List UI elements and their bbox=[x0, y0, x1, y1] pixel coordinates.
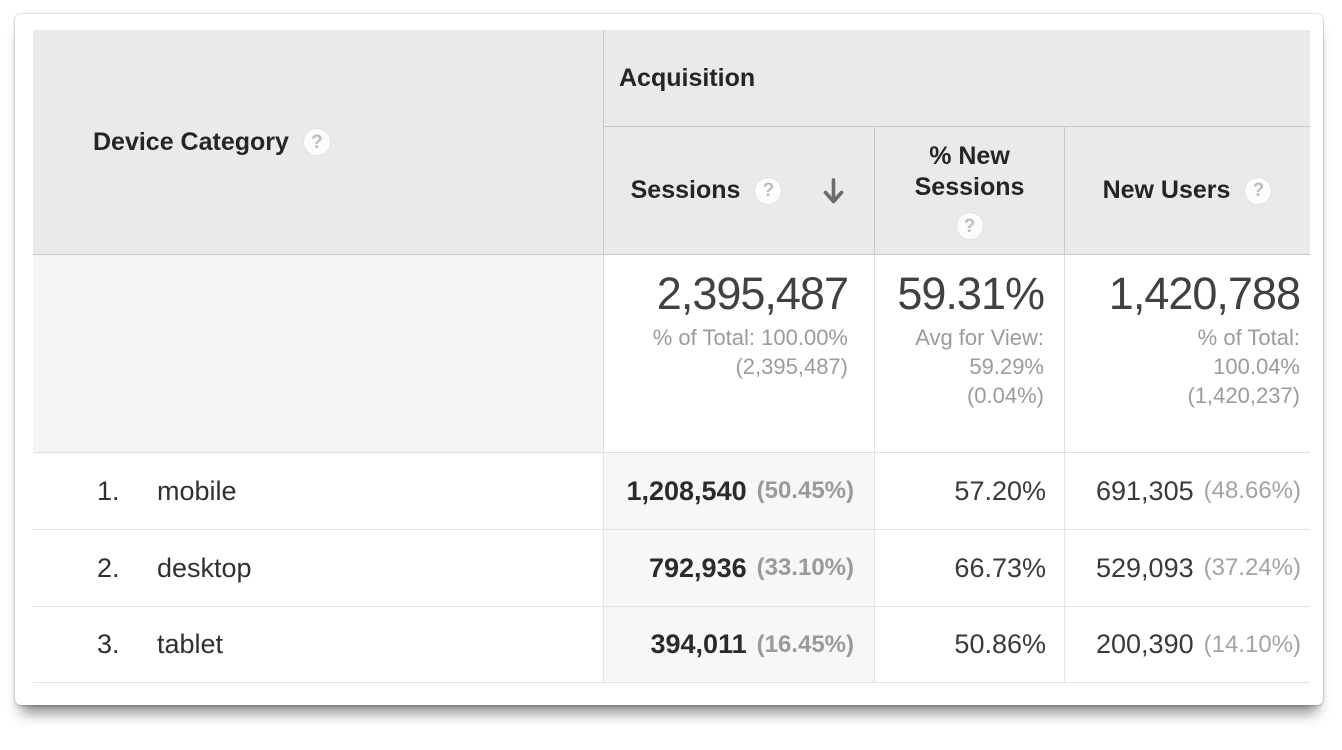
acquisition-label: Acquisition bbox=[619, 63, 756, 92]
sessions-share: (33.10%) bbox=[756, 554, 854, 581]
table-row-dimension: 3. tablet bbox=[33, 607, 604, 683]
sessions-total-note: % of Total: 100.00% (2,395,487) bbox=[652, 325, 848, 379]
new-users-value: 691,305 bbox=[1096, 475, 1194, 506]
row-sessions-cell: 394,011 (16.45%) bbox=[604, 607, 875, 683]
sessions-value: 394,011 bbox=[650, 629, 747, 659]
new-users-value: 529,093 bbox=[1096, 552, 1194, 583]
sessions-share: (16.45%) bbox=[756, 630, 854, 658]
percent-new-sessions-total-value: 59.31% bbox=[897, 268, 1045, 319]
row-label: desktop bbox=[157, 552, 252, 583]
percent-new-sessions-value: 57.20% bbox=[954, 475, 1046, 506]
row-rank: 1. bbox=[97, 475, 120, 506]
sessions-value: 792,936 bbox=[649, 552, 747, 583]
row-label: tablet bbox=[157, 629, 224, 659]
percent-new-sessions-total-note: Avg for View: 59.29% (0.04%) bbox=[915, 325, 1044, 408]
summary-sessions-cell: 2,395,487 % of Total: 100.00% (2,395,487… bbox=[604, 255, 875, 453]
sort-descending-icon[interactable] bbox=[820, 176, 847, 206]
new-users-share: (14.10%) bbox=[1203, 630, 1301, 658]
new-users-share: (48.66%) bbox=[1203, 477, 1301, 504]
row-rank: 2. bbox=[97, 552, 120, 583]
percent-new-sessions-value: 50.86% bbox=[954, 629, 1046, 659]
row-sessions-cell: 792,936 (33.10%) bbox=[604, 530, 875, 607]
device-category-table: Device Category ? Acquisition Sessions ?… bbox=[33, 30, 1310, 683]
new-users-total-note: % of Total: 100.04% (1,420,237) bbox=[1187, 325, 1300, 408]
sessions-total-value: 2,395,487 bbox=[656, 268, 849, 319]
column-header-percent-new-sessions[interactable]: % New Sessions ? bbox=[875, 127, 1065, 255]
row-sessions-cell: 1,208,540 (50.45%) bbox=[604, 453, 875, 530]
column-header-device-category[interactable]: Device Category ? bbox=[33, 30, 604, 255]
summary-new-users-cell: 1,420,788 % of Total: 100.04% (1,420,237… bbox=[1065, 255, 1310, 453]
row-percent-new-sessions-cell: 57.20% bbox=[875, 453, 1065, 530]
sessions-value: 1,208,540 bbox=[626, 475, 747, 506]
summary-percent-new-sessions-cell: 59.31% Avg for View: 59.29% (0.04%) bbox=[875, 255, 1065, 453]
group-header-acquisition: Acquisition bbox=[604, 30, 1310, 127]
row-new-users-cell: 691,305 (48.66%) bbox=[1065, 453, 1310, 530]
analytics-report-card: Device Category ? Acquisition Sessions ?… bbox=[15, 14, 1323, 705]
summary-dimension-cell bbox=[33, 255, 604, 453]
row-rank: 3. bbox=[97, 629, 120, 659]
row-new-users-cell: 529,093 (37.24%) bbox=[1065, 530, 1310, 607]
new-users-label: New Users bbox=[1102, 176, 1231, 204]
help-icon[interactable]: ? bbox=[754, 176, 783, 205]
row-new-users-cell: 200,390 (14.10%) bbox=[1065, 607, 1310, 683]
row-percent-new-sessions-cell: 66.73% bbox=[875, 530, 1065, 607]
new-users-share: (37.24%) bbox=[1203, 554, 1301, 581]
help-icon[interactable]: ? bbox=[955, 212, 984, 240]
percent-new-sessions-value: 66.73% bbox=[954, 552, 1046, 583]
row-label: mobile bbox=[157, 475, 237, 506]
table-row-dimension: 1. mobile bbox=[33, 453, 604, 530]
percent-new-sessions-label: % New Sessions bbox=[914, 142, 1025, 201]
device-category-label: Device Category bbox=[93, 127, 289, 156]
table-row-dimension: 2. desktop bbox=[33, 530, 604, 607]
column-header-new-users[interactable]: New Users ? bbox=[1065, 127, 1310, 255]
sessions-share: (50.45%) bbox=[756, 477, 854, 504]
column-header-sessions[interactable]: Sessions ? bbox=[604, 127, 875, 255]
new-users-total-value: 1,420,788 bbox=[1108, 268, 1301, 319]
row-percent-new-sessions-cell: 50.86% bbox=[875, 607, 1065, 683]
help-icon[interactable]: ? bbox=[1244, 176, 1273, 205]
sessions-label: Sessions bbox=[630, 176, 741, 204]
help-icon[interactable]: ? bbox=[302, 128, 331, 156]
new-users-value: 200,390 bbox=[1096, 629, 1194, 659]
